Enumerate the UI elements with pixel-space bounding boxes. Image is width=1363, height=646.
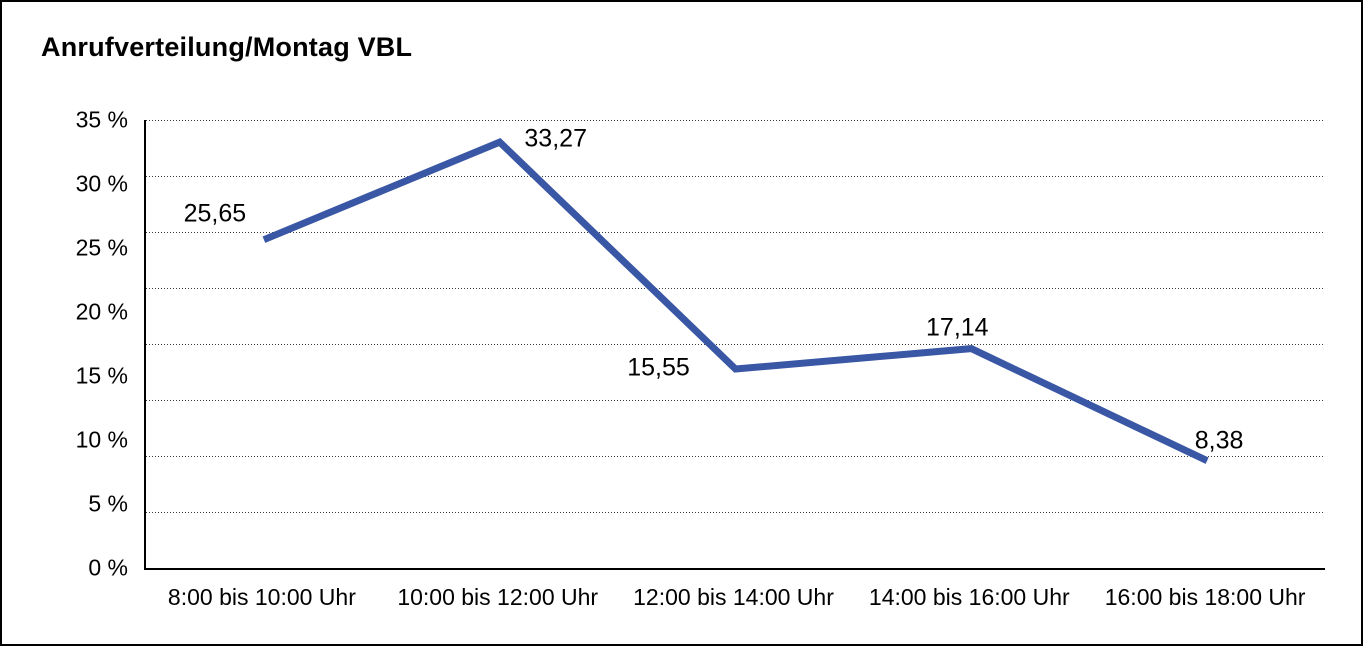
gridline: [146, 232, 1325, 233]
series-line: [262, 137, 1209, 464]
x-category-label: 8:00 bis 10:00 Uhr: [167, 584, 356, 610]
gridline: [146, 120, 1325, 121]
y-tick-label: 5 %: [88, 490, 128, 517]
y-tick-label: 0 %: [88, 554, 128, 581]
y-tick-label: 20 %: [75, 298, 128, 325]
data-point-label: 8,38: [1194, 426, 1244, 455]
gridline: [146, 288, 1325, 289]
x-category-label: 14:00 bis 16:00 Uhr: [868, 584, 1070, 610]
series-line-layer: [262, 137, 1209, 464]
data-point-label: 17,14: [926, 313, 989, 342]
gridline: [146, 512, 1325, 513]
plot-area: [144, 120, 1325, 570]
gridline: [146, 400, 1325, 401]
data-point-label: 15,55: [627, 353, 690, 382]
y-tick-label: 30 %: [75, 170, 128, 197]
gridline: [146, 176, 1325, 177]
x-category-label: 16:00 bis 18:00 Uhr: [1104, 584, 1306, 610]
chart-title: Anrufverteilung/Montag VBL: [41, 32, 413, 62]
y-tick-label: 35 %: [75, 106, 128, 133]
gridline: [146, 456, 1325, 457]
y-tick-label: 25 %: [75, 234, 128, 261]
y-tick-label: 10 %: [75, 426, 128, 453]
gridline: [146, 344, 1325, 345]
y-tick-label: 15 %: [75, 362, 128, 389]
x-category-label: 10:00 bis 12:00 Uhr: [397, 584, 599, 610]
data-point-label: 33,27: [524, 124, 587, 153]
data-point-label: 25,65: [183, 199, 247, 228]
x-category-label: 12:00 bis 14:00 Uhr: [633, 584, 834, 610]
